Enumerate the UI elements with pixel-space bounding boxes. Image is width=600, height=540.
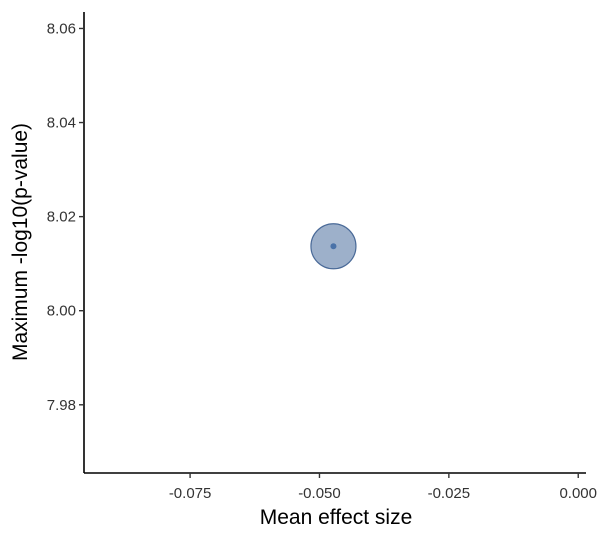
x-tick-label: 0.000 bbox=[559, 485, 597, 502]
y-tick-label: 8.06 bbox=[47, 20, 76, 37]
x-tick-label: -0.075 bbox=[169, 485, 212, 502]
x-axis-title: Mean effect size bbox=[260, 506, 413, 529]
y-axis-title: Maximum -log10(p-value) bbox=[9, 123, 32, 361]
data-point-center bbox=[330, 243, 337, 250]
x-tick-label: -0.050 bbox=[298, 485, 341, 502]
x-tick-label: -0.025 bbox=[428, 485, 471, 502]
y-tick-label: 8.02 bbox=[47, 209, 76, 226]
y-tick-label: 8.00 bbox=[47, 303, 76, 320]
y-tick-label: 7.98 bbox=[47, 397, 76, 414]
y-tick-label: 8.04 bbox=[47, 115, 76, 132]
x-axis: -0.075 -0.050 -0.025 0.000 bbox=[84, 472, 597, 502]
plot-area bbox=[310, 223, 357, 270]
y-axis: 7.98 8.00 8.02 8.04 8.06 bbox=[47, 12, 85, 473]
